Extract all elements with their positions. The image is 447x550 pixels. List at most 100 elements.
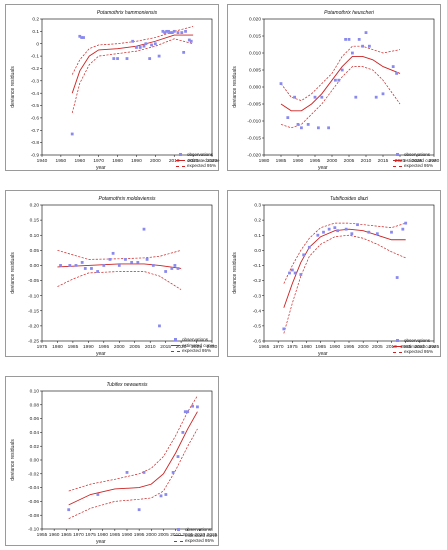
x-tick-label: 2000 xyxy=(327,158,338,164)
observation-point xyxy=(404,221,408,225)
observation-marker-icon xyxy=(393,339,402,343)
y-tick-label: 0.00 xyxy=(30,263,40,269)
x-tick-label: 1960 xyxy=(74,158,85,164)
confidence-band-line xyxy=(71,26,194,75)
observation-point xyxy=(196,405,199,409)
x-tick-label: 2010 xyxy=(170,532,181,538)
observation-point xyxy=(130,261,134,264)
x-tick-label: 1965 xyxy=(259,344,270,350)
y-tick-label: 0.0 xyxy=(254,248,261,254)
legend-label: estimated curve xyxy=(187,157,220,163)
chart-title: Potamothrix hammoniensis xyxy=(97,10,158,16)
legend-label: estimated curve xyxy=(182,342,215,348)
x-tick-label: 1990 xyxy=(131,158,142,164)
observation-point xyxy=(136,261,140,264)
x-tick-label: 2030 xyxy=(429,158,440,164)
observation-point xyxy=(313,95,317,99)
y-tick-label: -0.4 xyxy=(31,91,40,97)
confidence-band-line xyxy=(280,45,401,101)
x-tick-label: 1995 xyxy=(310,158,321,164)
observation-point xyxy=(111,251,115,255)
y-tick-label: 0.000 xyxy=(249,85,261,91)
observation-point xyxy=(401,227,405,231)
y-tick-label: -0.06 xyxy=(28,499,39,505)
legend-label: estimated curve xyxy=(404,343,437,349)
observation-point xyxy=(375,232,379,236)
x-tick-label: 1980 xyxy=(52,344,63,350)
x-tick-label: 1940 xyxy=(37,158,48,164)
x-tick-label: 1950 xyxy=(56,158,67,164)
y-tick-label: -0.005 xyxy=(247,102,261,108)
confidence-band-line xyxy=(57,271,182,290)
observation-point xyxy=(333,226,337,230)
plot-frame xyxy=(41,390,213,530)
observation-point xyxy=(290,268,294,272)
observation-point xyxy=(164,270,168,273)
observation-point xyxy=(322,230,325,234)
estimated-curve-line xyxy=(57,263,182,269)
x-tick-label: 1975 xyxy=(37,344,48,350)
observation-point xyxy=(381,92,385,96)
chart-panel: Potamothrix moldaviensis 1975 1980 1985 1990… xyxy=(5,190,219,357)
x-tick-label: 1995 xyxy=(98,344,109,350)
x-tick-label: 2020 xyxy=(188,158,199,164)
x-axis-label: year xyxy=(318,165,328,171)
x-tick-label: 1970 xyxy=(273,344,284,350)
y-tick-label: 0.05 xyxy=(30,248,40,254)
observation-point xyxy=(142,227,146,231)
observation-point xyxy=(340,68,344,72)
observation-point xyxy=(148,57,152,60)
chart-title: Potamothrix heuscheri xyxy=(324,10,375,16)
plot-frame xyxy=(41,204,213,342)
observation-point xyxy=(96,270,100,273)
chart-legend: observations estimated curve expected 95… xyxy=(174,527,217,544)
y-tick-label: -0.8 xyxy=(31,140,40,146)
x-tick-label: 1975 xyxy=(85,532,96,538)
x-axis-label: year xyxy=(96,351,106,357)
observation-point xyxy=(112,57,116,60)
observation-point xyxy=(320,95,324,99)
y-tick-label: 0.1 xyxy=(254,233,261,239)
x-tick-label: 1995 xyxy=(344,344,355,350)
x-tick-label: 2010 xyxy=(169,158,180,164)
observation-point xyxy=(159,494,163,498)
y-tick-label: -0.1 xyxy=(31,54,40,60)
x-tick-label: 1975 xyxy=(287,344,298,350)
observation-point xyxy=(150,43,153,47)
y-tick-label: 0.1 xyxy=(32,29,39,35)
observation-point xyxy=(82,36,85,39)
observation-point xyxy=(125,57,129,60)
observation-point xyxy=(74,264,78,267)
observation-point xyxy=(300,126,303,130)
x-tick-label: 2005 xyxy=(158,532,169,538)
observation-point xyxy=(350,232,354,236)
y-tick-label: 0.06 xyxy=(30,416,40,422)
observation-point xyxy=(351,51,354,55)
observation-point xyxy=(137,508,141,512)
chart-legend: observations estimated curve expected 95… xyxy=(393,338,436,355)
observation-point xyxy=(293,95,296,99)
chart-legend: observations estimated curve expected 95… xyxy=(171,337,214,354)
plot-frame xyxy=(263,204,435,342)
confidence-band-line xyxy=(283,234,406,334)
estimated-curve-line xyxy=(283,228,406,308)
observation-point xyxy=(395,72,398,75)
plot-frame xyxy=(41,18,213,156)
observation-marker-icon xyxy=(171,338,180,342)
observation-point xyxy=(347,38,351,41)
x-tick-label: 2000 xyxy=(114,344,125,350)
x-tick-label: 1955 xyxy=(37,532,48,538)
observation-point xyxy=(354,95,358,99)
chart-legend: observations estimated curve expected 95… xyxy=(393,152,436,169)
observation-point xyxy=(187,38,191,42)
x-tick-label: 1990 xyxy=(329,344,340,350)
observation-point xyxy=(171,471,175,474)
solid-line-icon xyxy=(176,158,185,162)
observation-point xyxy=(296,123,300,126)
observation-point xyxy=(124,258,127,261)
observation-point xyxy=(170,267,174,270)
y-axis-label: deviance residuals xyxy=(10,66,16,108)
confidence-band-line xyxy=(68,395,198,492)
y-tick-label: -0.15 xyxy=(28,308,39,314)
